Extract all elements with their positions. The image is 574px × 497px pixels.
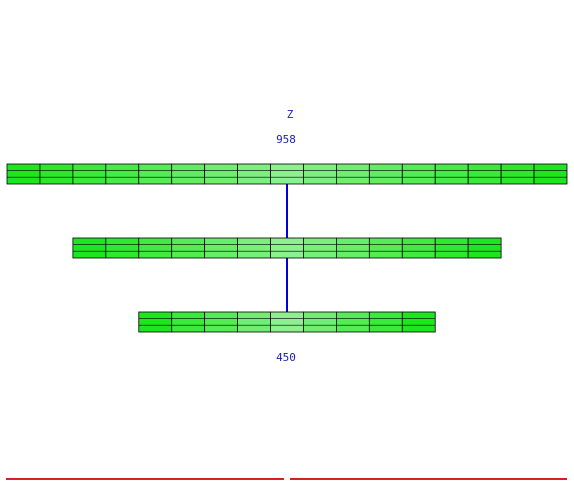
layer-bottom-segment (336, 311, 370, 333)
layer-top (6, 163, 568, 185)
layers-group (6, 163, 568, 333)
layer-top-segment (6, 163, 41, 185)
layer-bottom-segment (270, 311, 304, 333)
layer-top-segment (204, 163, 238, 185)
layer-middle-segment (467, 237, 502, 259)
top-value-label: 958 (276, 133, 296, 146)
axis-label: Z (286, 108, 294, 121)
layer-bottom-segment (171, 311, 206, 333)
layer-middle-segment (303, 237, 337, 259)
scrollbar-left[interactable] (6, 478, 284, 480)
layer-bottom-segment (138, 311, 173, 333)
layer-top-segment (303, 163, 337, 185)
layer-bottom (138, 311, 436, 333)
layer-middle-segment (336, 237, 370, 259)
layer-top-segment (237, 163, 271, 185)
layer-top-segment (171, 163, 206, 185)
layer-top-segment (270, 163, 304, 185)
layer-middle-segment (368, 237, 403, 259)
layer-top-segment (467, 163, 502, 185)
layer-top-segment (401, 163, 436, 185)
layer-middle-segment (72, 237, 107, 259)
layer-top-segment (368, 163, 403, 185)
layer-middle-segment (171, 237, 206, 259)
layer-top-segment (336, 163, 370, 185)
layer-middle-segment (434, 237, 469, 259)
layer-middle-segment (270, 237, 304, 259)
layer-top-segment (105, 163, 140, 185)
layer-top-segment (500, 163, 535, 185)
layer-top-segment (434, 163, 469, 185)
layer-middle-segment (237, 237, 271, 259)
layer-middle-segment (105, 237, 140, 259)
layer-bottom-segment (401, 311, 436, 333)
layer-bottom-segment (368, 311, 403, 333)
layer-top-segment (138, 163, 173, 185)
layer-bottom-segment (303, 311, 337, 333)
layer-middle-segment (138, 237, 173, 259)
layer-middle-segment (401, 237, 436, 259)
layer-top-segment (39, 163, 74, 185)
scrollbar-right[interactable] (290, 478, 567, 480)
layer-bottom-segment (204, 311, 238, 333)
layer-bottom-segment (237, 311, 271, 333)
bottom-value-label: 450 (276, 351, 296, 364)
layer-top-segment (72, 163, 107, 185)
layer-middle-segment (204, 237, 238, 259)
layer-middle (72, 237, 502, 259)
layer-top-segment (533, 163, 568, 185)
